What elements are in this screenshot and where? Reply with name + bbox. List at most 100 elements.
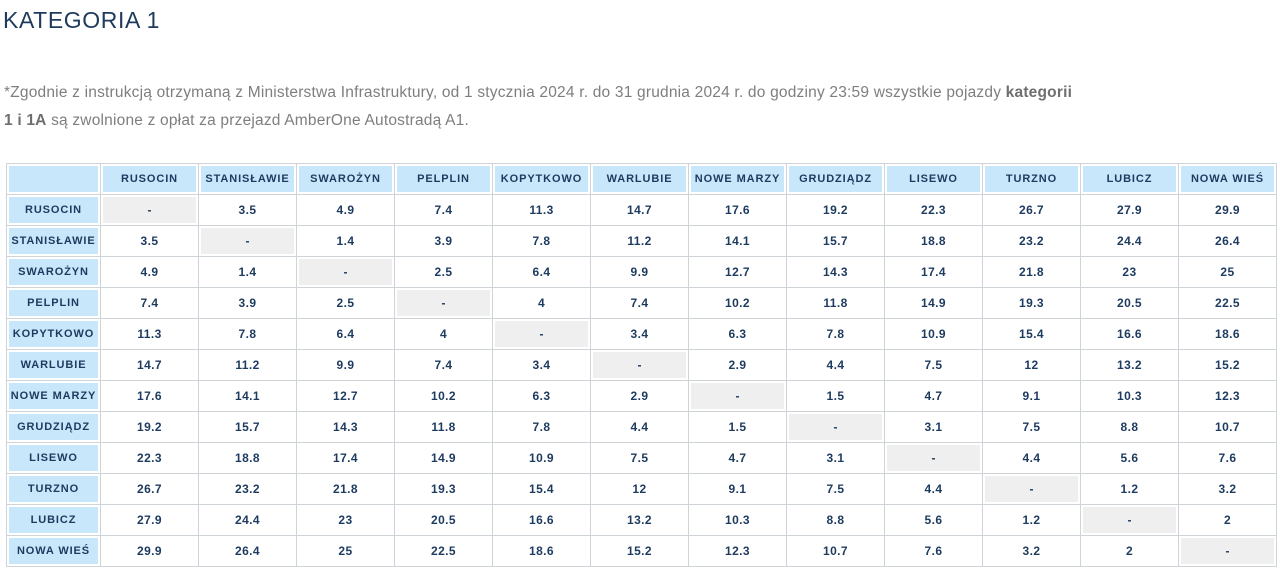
price-cell: 3.4 bbox=[492, 349, 591, 381]
price-cell: 10.9 bbox=[492, 442, 591, 474]
price-cell: 1.5 bbox=[688, 411, 787, 443]
price-cell: 12.3 bbox=[1178, 380, 1277, 412]
price-cell: 6.4 bbox=[492, 256, 591, 288]
column-header: SWAROŻYN bbox=[296, 163, 395, 195]
price-cell: 24.4 bbox=[1080, 225, 1179, 257]
price-cell: 3.2 bbox=[1178, 473, 1277, 505]
table-row: NOWA WIEŚ 29.9 26.4 25 22.5 18.6 15.2 12.3 10.7 7… bbox=[6, 535, 1277, 567]
price-cell: 6.4 bbox=[296, 318, 395, 350]
price-cell: 10.2 bbox=[688, 287, 787, 319]
toll-table-container: RUSOCIN STANISŁAWIE SWAROŻYN PELPLIN KOPYTKO… bbox=[6, 163, 1277, 567]
price-cell: 23.2 bbox=[198, 473, 297, 505]
price-cell: 2.9 bbox=[590, 380, 689, 412]
self-cell: - bbox=[492, 318, 591, 350]
price-cell: 7.8 bbox=[198, 318, 297, 350]
price-cell: 7.5 bbox=[982, 411, 1081, 443]
column-header: STANISŁAWIE bbox=[198, 163, 297, 195]
price-cell: 7.4 bbox=[394, 194, 493, 226]
price-cell: 18.6 bbox=[1178, 318, 1277, 350]
price-cell: 26.4 bbox=[198, 535, 297, 567]
price-cell: 22.5 bbox=[394, 535, 493, 567]
price-cell: 27.9 bbox=[100, 504, 199, 536]
price-cell: 8.8 bbox=[1080, 411, 1179, 443]
row-header: KOPYTKOWO bbox=[6, 318, 101, 350]
price-cell: 12 bbox=[982, 349, 1081, 381]
page-title: KATEGORIA 1 bbox=[3, 7, 160, 33]
price-cell: 13.2 bbox=[1080, 349, 1179, 381]
price-cell: 25 bbox=[296, 535, 395, 567]
price-cell: 11.8 bbox=[394, 411, 493, 443]
price-cell: 14.3 bbox=[296, 411, 395, 443]
price-cell: 4.4 bbox=[884, 473, 983, 505]
price-cell: 9.9 bbox=[590, 256, 689, 288]
note-line2-bold: 1 i 1A bbox=[4, 112, 47, 129]
self-cell: - bbox=[394, 287, 493, 319]
price-cell: 4.4 bbox=[590, 411, 689, 443]
note-line1-bold: kategorii bbox=[1005, 84, 1073, 101]
price-cell: 19.2 bbox=[100, 411, 199, 443]
self-cell: - bbox=[1080, 504, 1179, 536]
row-header: STANISŁAWIE bbox=[6, 225, 101, 257]
price-cell: 1.2 bbox=[982, 504, 1081, 536]
price-cell: 17.4 bbox=[884, 256, 983, 288]
corner-cell bbox=[6, 163, 101, 195]
price-cell: 10.2 bbox=[394, 380, 493, 412]
price-cell: 21.8 bbox=[982, 256, 1081, 288]
column-header: TURZNO bbox=[982, 163, 1081, 195]
price-cell: 19.3 bbox=[394, 473, 493, 505]
table-row: SWAROŻYN 4.9 1.4-2.5 6.4 9.9 12.7 14.3 17.4 21.8… bbox=[6, 256, 1277, 288]
price-cell: 2.5 bbox=[296, 287, 395, 319]
price-cell: 26.4 bbox=[1178, 225, 1277, 257]
column-header: KOPYTKOWO bbox=[492, 163, 591, 195]
price-cell: 10.7 bbox=[786, 535, 885, 567]
price-cell: 26.7 bbox=[100, 473, 199, 505]
price-cell: 15.4 bbox=[492, 473, 591, 505]
table-row: RUSOCIN -3.5 4.9 7.4 11.3 14.7 17.6 19.2 22.3 26.… bbox=[6, 194, 1277, 226]
price-cell: 4.7 bbox=[688, 442, 787, 474]
price-cell: 10.3 bbox=[1080, 380, 1179, 412]
table-body: RUSOCIN -3.5 4.9 7.4 11.3 14.7 17.6 19.2 22.3 26.… bbox=[6, 194, 1277, 567]
row-header: NOWE MARZY bbox=[6, 380, 101, 412]
price-cell: 3.2 bbox=[982, 535, 1081, 567]
row-header: LUBICZ bbox=[6, 504, 101, 536]
price-cell: 15.4 bbox=[982, 318, 1081, 350]
price-cell: 11.3 bbox=[100, 318, 199, 350]
price-cell: 1.5 bbox=[786, 380, 885, 412]
exemption-note: *Zgodnie z instrukcją otrzymaną z Minist… bbox=[4, 79, 1266, 135]
price-cell: 7.4 bbox=[100, 287, 199, 319]
price-cell: 4 bbox=[394, 318, 493, 350]
price-cell: 12.7 bbox=[296, 380, 395, 412]
table-row: NOWE MARZY 17.6 14.1 12.7 10.2 6.3 2.9-1.5 4.7 9… bbox=[6, 380, 1277, 412]
price-cell: 14.1 bbox=[688, 225, 787, 257]
price-cell: 10.9 bbox=[884, 318, 983, 350]
table-row: TURZNO 26.7 23.2 21.8 19.3 15.4 12 9.1 7.5 4.4-1.… bbox=[6, 473, 1277, 505]
price-cell: 23 bbox=[296, 504, 395, 536]
price-cell: 7.5 bbox=[590, 442, 689, 474]
row-header: WARLUBIE bbox=[6, 349, 101, 381]
price-cell: 2.5 bbox=[394, 256, 493, 288]
price-cell: 7.8 bbox=[492, 225, 591, 257]
price-cell: 24.4 bbox=[198, 504, 297, 536]
self-cell: - bbox=[982, 473, 1081, 505]
row-header: PELPLIN bbox=[6, 287, 101, 319]
self-cell: - bbox=[786, 411, 885, 443]
price-cell: 12.7 bbox=[688, 256, 787, 288]
price-cell: 7.8 bbox=[492, 411, 591, 443]
price-cell: 14.1 bbox=[198, 380, 297, 412]
column-header: GRUDZIĄDZ bbox=[786, 163, 885, 195]
price-cell: 14.7 bbox=[100, 349, 199, 381]
price-cell: 22.5 bbox=[1178, 287, 1277, 319]
price-cell: 20.5 bbox=[1080, 287, 1179, 319]
price-cell: 19.2 bbox=[786, 194, 885, 226]
table-row: STANISŁAWIE 3.5-1.4 3.9 7.8 11.2 14.1 15.7 18.8… bbox=[6, 225, 1277, 257]
price-cell: 2.9 bbox=[688, 349, 787, 381]
toll-price-table: RUSOCIN STANISŁAWIE SWAROŻYN PELPLIN KOPYTKO… bbox=[6, 163, 1277, 567]
self-cell: - bbox=[1178, 535, 1277, 567]
price-cell: 4.4 bbox=[786, 349, 885, 381]
price-cell: 3.9 bbox=[198, 287, 297, 319]
price-cell: 3.9 bbox=[394, 225, 493, 257]
price-cell: 13.2 bbox=[590, 504, 689, 536]
price-cell: 29.9 bbox=[1178, 194, 1277, 226]
price-cell: 4 bbox=[492, 287, 591, 319]
column-header: LUBICZ bbox=[1080, 163, 1179, 195]
